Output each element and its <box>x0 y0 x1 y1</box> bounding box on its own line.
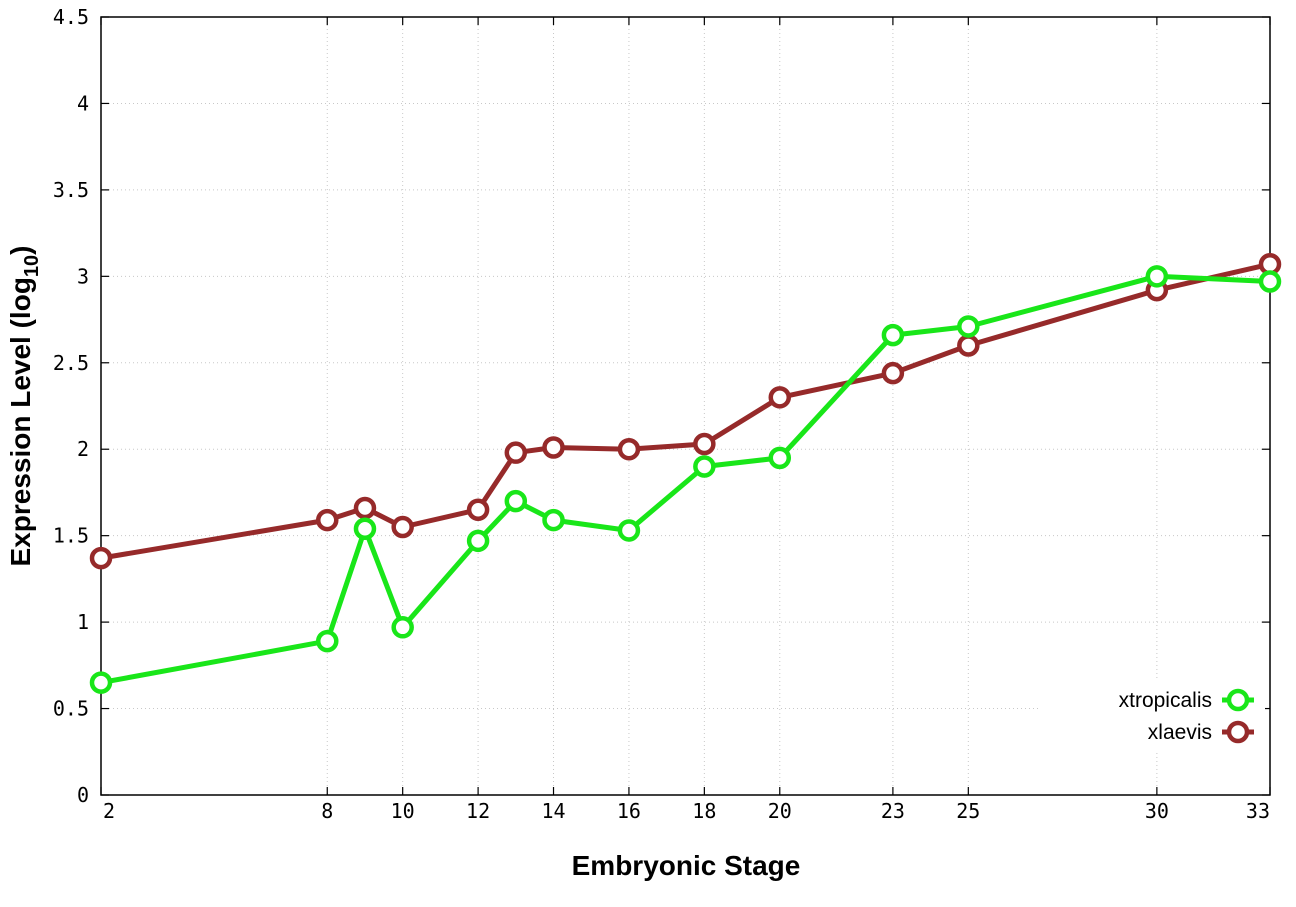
x-tick-label: 14 <box>541 799 565 823</box>
data-point-xtropicalis <box>353 517 377 541</box>
x-tick-label: 33 <box>1246 799 1270 823</box>
legend-item-xtropicalis: xtropicalis <box>1119 688 1254 712</box>
x-tick-label: 30 <box>1145 799 1169 823</box>
data-point-xlaevis <box>353 496 377 520</box>
data-point-xlaevis <box>466 498 490 521</box>
y-axis-title-subscript: 10 <box>21 255 43 277</box>
data-point-xlaevis <box>89 546 113 570</box>
data-point-xtropicalis <box>881 323 905 347</box>
legend: xtropicalis xlaevis <box>1119 688 1254 744</box>
data-point-xtropicalis <box>316 629 339 653</box>
x-axis-title: Embryonic Stage <box>572 850 801 881</box>
y-tick-label: 2.5 <box>53 351 89 375</box>
y-tick-label: 2 <box>77 437 89 461</box>
data-point-xlaevis <box>391 515 414 539</box>
x-tick-label: 23 <box>881 799 905 823</box>
data-point-xlaevis <box>617 437 641 461</box>
axis-ticks: 0 0.5 1 1.5 2 2.5 3 3.5 4 4.5 2 8 10 12 14 16 18 20 23 25 30… <box>53 5 1271 823</box>
series-layer <box>89 252 1282 694</box>
data-point-xtropicalis <box>89 671 113 694</box>
legend-item-xlaevis: xlaevis <box>1148 720 1254 744</box>
y-axis-title-main: Expression Level (log <box>5 277 36 566</box>
data-point-xlaevis <box>957 334 980 357</box>
x-tick-label: 18 <box>692 799 716 823</box>
data-point-xtropicalis <box>693 455 716 478</box>
x-tick-label: 10 <box>391 799 415 823</box>
legend-marker-swatch <box>1226 720 1250 744</box>
data-point-xtropicalis <box>391 616 414 639</box>
y-tick-label: 0.5 <box>53 697 89 721</box>
data-point-xlaevis <box>768 386 792 409</box>
series-line-xtropicalis <box>100 273 1271 686</box>
series-xtropicalis <box>89 265 1282 694</box>
y-tick-label: 4 <box>77 91 89 115</box>
data-point-xtropicalis <box>768 446 792 470</box>
data-point-xlaevis <box>693 432 716 456</box>
x-tick-label: 20 <box>768 799 792 823</box>
y-tick-label: 3 <box>77 264 89 288</box>
data-point-xtropicalis <box>957 315 980 338</box>
x-tick-label: 16 <box>617 799 641 823</box>
x-tick-label: 2 <box>103 799 115 823</box>
legend-marker-swatch <box>1226 688 1250 712</box>
data-point-xtropicalis <box>504 489 528 513</box>
data-point-xlaevis <box>504 441 528 464</box>
data-point-xtropicalis <box>1145 265 1169 288</box>
x-tick-label: 8 <box>321 799 333 823</box>
data-point-xlaevis <box>542 436 565 459</box>
y-tick-label: 0 <box>77 783 89 807</box>
x-tick-label: 25 <box>956 799 980 823</box>
data-point-xtropicalis <box>617 519 641 542</box>
data-point-xlaevis <box>881 361 905 385</box>
plot-frame <box>100 16 1271 796</box>
y-tick-label: 3.5 <box>53 178 89 202</box>
data-point-xlaevis <box>316 508 339 532</box>
y-tick-label: 4.5 <box>53 5 89 29</box>
y-axis-title: Expression Level (log10) <box>5 246 43 567</box>
legend-background <box>1040 680 1265 752</box>
legend-label: xtropicalis <box>1119 689 1212 712</box>
data-point-xtropicalis <box>466 529 490 553</box>
y-tick-label: 1 <box>77 610 89 634</box>
y-tick-label: 1.5 <box>53 524 89 548</box>
series-line-xlaevis <box>100 261 1271 561</box>
y-axis-title-close: ) <box>5 246 36 255</box>
legend-label: xlaevis <box>1148 721 1212 744</box>
series-xlaevis <box>89 252 1282 570</box>
grid <box>101 17 1270 795</box>
data-point-xtropicalis <box>1258 270 1282 293</box>
data-point-xtropicalis <box>542 508 565 532</box>
x-tick-label: 12 <box>466 799 490 823</box>
